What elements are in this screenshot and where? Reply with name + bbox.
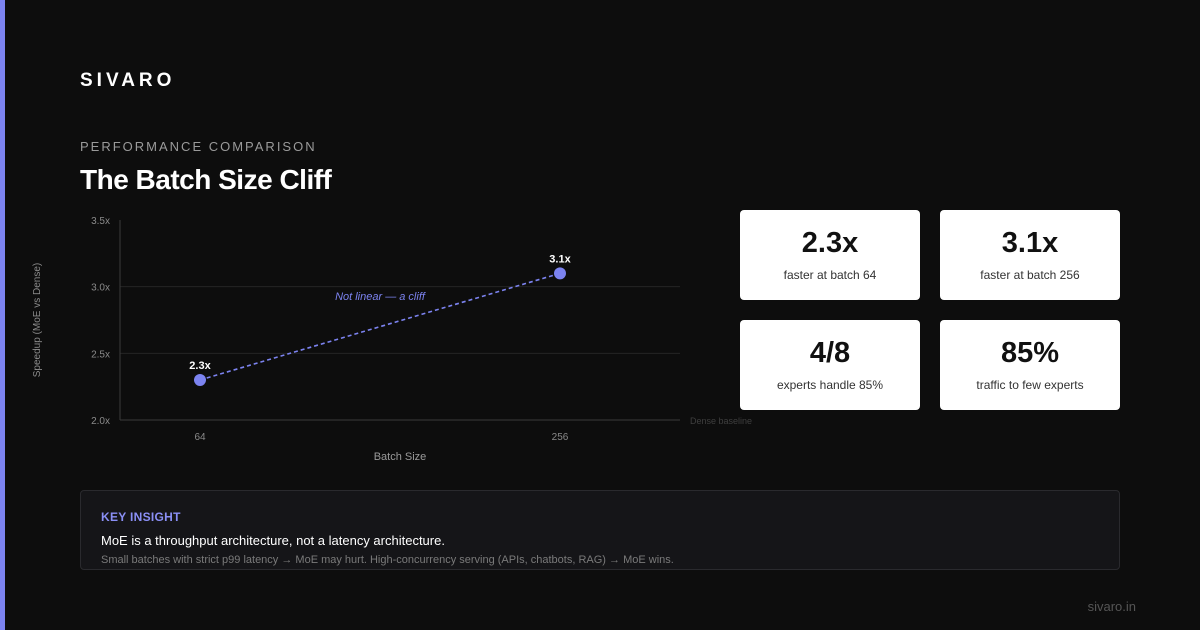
accent-bar [0, 0, 5, 630]
y-tick-label: 2.5x [91, 349, 110, 360]
stat-card-speedup-64: 2.3x faster at batch 64 [740, 210, 920, 300]
series-line [199, 272, 561, 381]
section-eyebrow: PERFORMANCE COMPARISON [80, 139, 317, 154]
insight-main-text: MoE is a throughput architecture, not a … [101, 533, 445, 548]
y-tick-label: 2.0x [91, 416, 110, 427]
stat-card-speedup-256: 3.1x faster at batch 256 [940, 210, 1120, 300]
x-tick-labels: 64 256 [194, 432, 568, 443]
stat-value: 2.3x [801, 226, 859, 259]
page-title: The Batch Size Cliff [80, 164, 332, 195]
stat-card-experts: 4/8 experts handle 85% [740, 320, 920, 410]
stat-card-traffic: 85% traffic to few experts [940, 320, 1120, 410]
stat-label: traffic to few experts [976, 377, 1084, 392]
baseline-label: Dense baseline [690, 416, 752, 426]
y-tick-labels: 2.0x 2.5x 3.0x 3.5x [91, 216, 110, 427]
y-tick-label: 3.5x [91, 216, 110, 227]
data-point [194, 374, 206, 386]
y-axis-label: Speedup (MoE vs Dense) [32, 263, 43, 378]
data-label: 3.1x [549, 253, 571, 265]
data-points: 2.3x 3.1x [189, 253, 572, 386]
brand-logo: SIVARO [80, 70, 176, 91]
key-insight-panel: KEY INSIGHT MoE is a throughput architec… [80, 490, 1120, 570]
data-label: 2.3x [189, 360, 211, 372]
x-axis-label: Batch Size [374, 451, 427, 463]
stat-label: faster at batch 64 [783, 267, 877, 282]
x-tick-label: 64 [194, 432, 206, 443]
footer-url: sivaro.in [1087, 599, 1136, 614]
x-tick-label: 256 [552, 432, 569, 443]
stat-value: 4/8 [809, 336, 851, 369]
insight-sub-text: Small batches with strict p99 latency → … [101, 554, 674, 566]
speedup-chart: 2.0x 2.5x 3.0x 3.5x 64 256 2.3x 3.1x Not line… [32, 216, 752, 463]
stat-value: 3.1x [1001, 226, 1059, 259]
chart-grid [120, 286, 680, 354]
stat-label: experts handle 85% [776, 377, 884, 392]
chart-annotation: Not linear — a cliff [335, 291, 426, 303]
y-tick-label: 3.0x [91, 283, 110, 294]
stat-label: faster at batch 256 [980, 267, 1080, 282]
insight-label: KEY INSIGHT [101, 510, 181, 524]
stat-value: 85% [1000, 336, 1060, 369]
data-point [554, 267, 566, 280]
